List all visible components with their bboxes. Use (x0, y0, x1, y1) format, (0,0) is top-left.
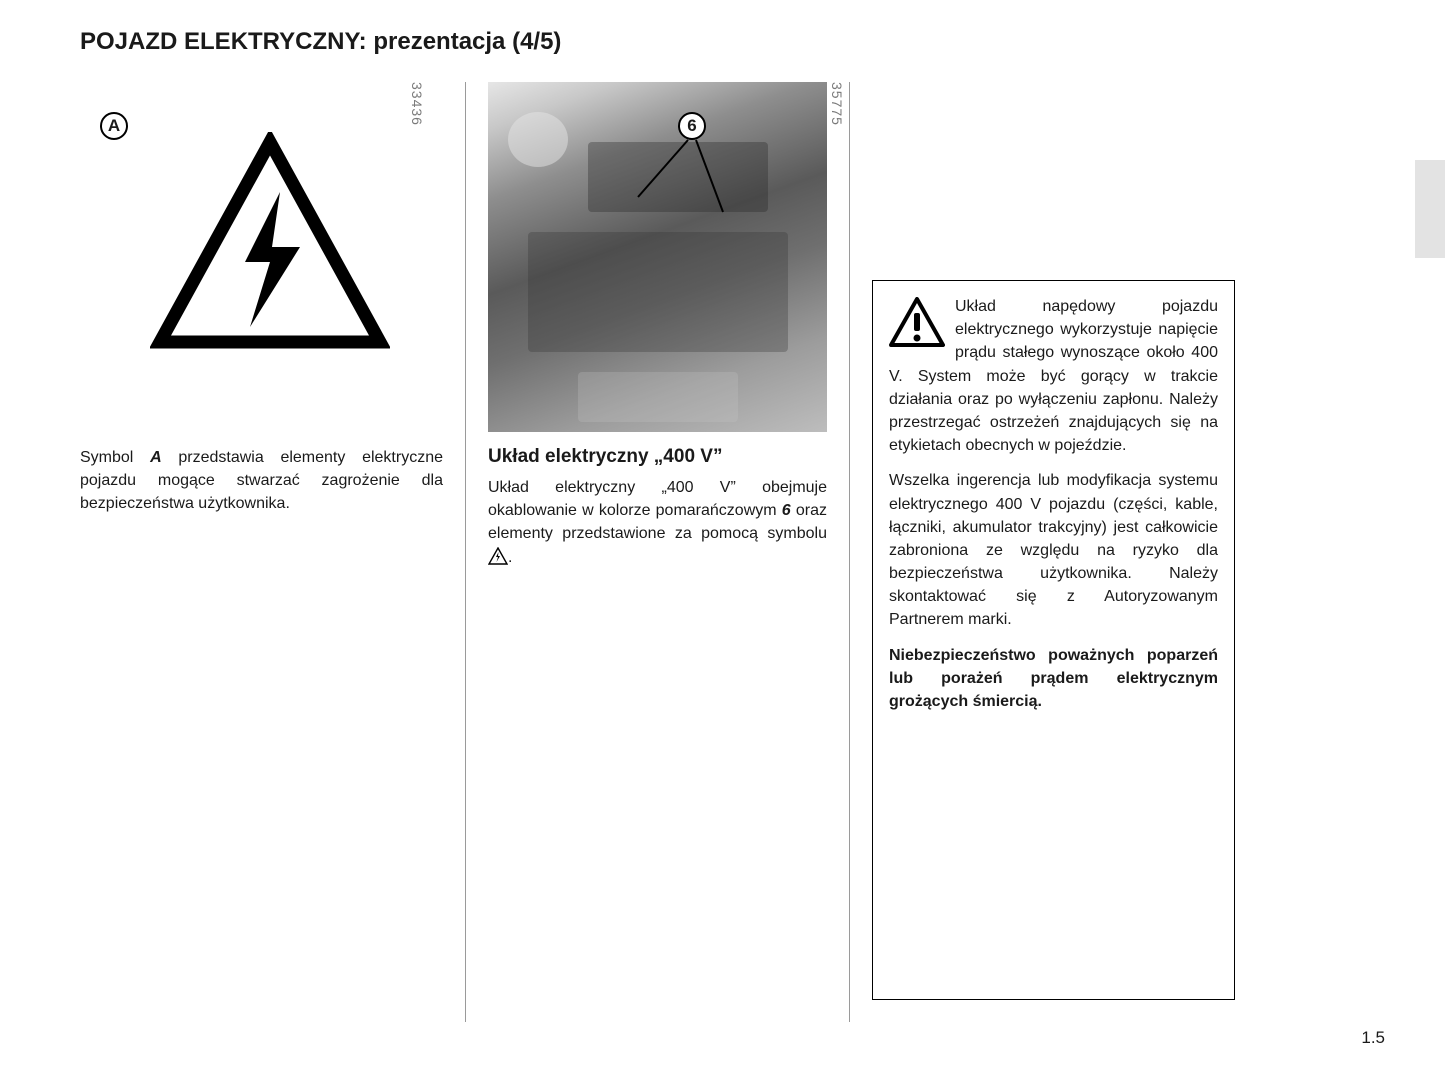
photo-reference-number: 35775 (829, 82, 845, 126)
callout-label-a: A (100, 112, 128, 140)
body-end: . (508, 549, 512, 566)
figure-photo: 6 35775 (488, 82, 827, 432)
manual-page: POJAZD ELEKTRYCZNY: prezentacja (4/5) 33… (0, 0, 1445, 1070)
figure-reference-number: 33436 (409, 82, 425, 126)
warning-exclamation-icon (889, 297, 945, 347)
page-title: POJAZD ELEKTRYCZNY: prezentacja (4/5) (80, 28, 1385, 56)
caption-bold-ref: A (150, 449, 162, 466)
figure-a: 33436 A (80, 82, 443, 432)
figure-a-caption: Symbol A przedstawia elementy elektryczn… (80, 446, 443, 516)
column-layout: 33436 A Symbol A przedstawia elementy el… (80, 82, 1385, 1022)
engine-bay-photo: 6 (488, 82, 827, 432)
warning-paragraph-2: Wszelka ingerencja lub modyfikacja syste… (889, 469, 1218, 631)
callout-label-6: 6 (678, 112, 706, 140)
section-body: Układ elektryczny „400 V” obejmuje okabl… (488, 476, 827, 569)
column-2: 6 35775 Układ elektryczny „400 V” Układ … (465, 82, 850, 1022)
body-bold-ref: 6 (782, 502, 791, 519)
body-pre: Układ elektryczny „400 V” obejmuje okabl… (488, 479, 827, 519)
warning-paragraph-3: Niebezpieczeństwo poważnych poparzeń lub… (889, 644, 1218, 714)
inline-warning-triangle-icon (488, 547, 508, 565)
caption-text-pre: Symbol (80, 449, 150, 466)
page-number: 1.5 (1361, 1028, 1385, 1048)
section-heading: Układ elektryczny „400 V” (488, 446, 827, 468)
column-1: 33436 A Symbol A przedstawia elementy el… (80, 82, 465, 1022)
column-3: Układ napędowy pojazdu elektrycznego wyk… (850, 82, 1235, 1022)
high-voltage-warning-icon (150, 132, 390, 372)
warning-box: Układ napędowy pojazdu elektrycznego wyk… (872, 280, 1235, 1000)
